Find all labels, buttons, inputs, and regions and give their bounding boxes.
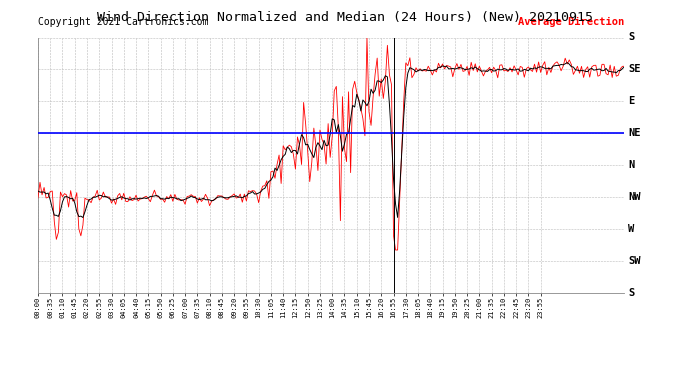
Text: SW: SW	[628, 256, 640, 266]
Text: E: E	[628, 96, 634, 106]
Text: W: W	[628, 224, 634, 234]
Text: SE: SE	[628, 64, 640, 74]
Text: NW: NW	[628, 192, 640, 202]
Text: S: S	[628, 33, 634, 42]
Text: S: S	[628, 288, 634, 297]
Text: NE: NE	[628, 128, 640, 138]
Text: Average Direction: Average Direction	[518, 17, 624, 27]
Text: N: N	[628, 160, 634, 170]
Text: Wind Direction Normalized and Median (24 Hours) (New) 20210915: Wind Direction Normalized and Median (24…	[97, 11, 593, 24]
Text: Copyright 2021 Cartronics.com: Copyright 2021 Cartronics.com	[38, 17, 208, 27]
